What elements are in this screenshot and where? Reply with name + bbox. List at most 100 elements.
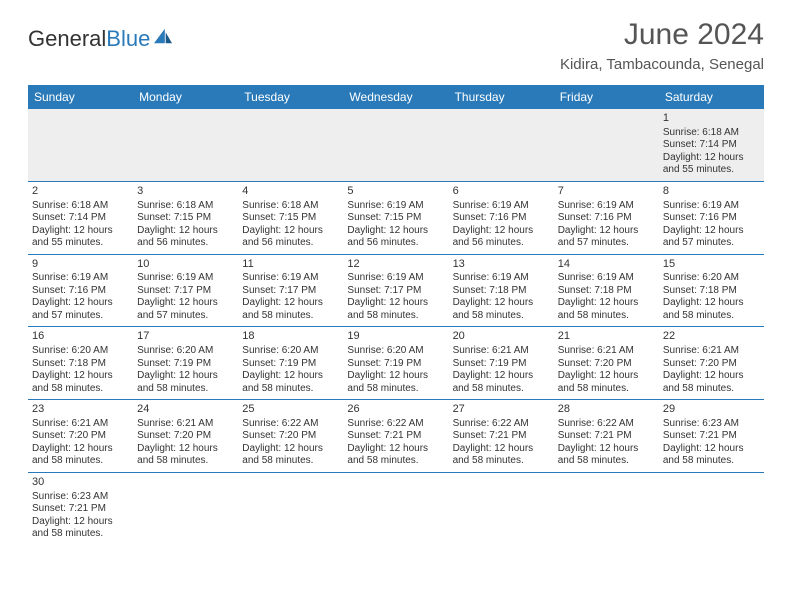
day-number: 19 <box>347 330 444 344</box>
sunset-line: Sunset: 7:15 PM <box>242 212 339 225</box>
sunset-line: Sunset: 7:16 PM <box>558 212 655 225</box>
day-number: 20 <box>453 330 550 344</box>
sunset-line: Sunset: 7:17 PM <box>137 285 234 298</box>
calendar-day-cell: 22Sunrise: 6:21 AMSunset: 7:20 PMDayligh… <box>659 327 764 400</box>
logo-sail-icon <box>152 27 174 45</box>
sunrise-line: Sunrise: 6:19 AM <box>663 200 760 213</box>
calendar-day-cell: 27Sunrise: 6:22 AMSunset: 7:21 PMDayligh… <box>449 400 554 473</box>
day-number: 8 <box>663 185 760 199</box>
sunset-line: Sunset: 7:15 PM <box>347 212 444 225</box>
calendar-week-row: 23Sunrise: 6:21 AMSunset: 7:20 PMDayligh… <box>28 400 764 473</box>
day-number: 7 <box>558 185 655 199</box>
day-header: Thursday <box>449 85 554 109</box>
daylight-line: Daylight: 12 hours and 58 minutes. <box>242 443 339 468</box>
calendar-day-cell: 3Sunrise: 6:18 AMSunset: 7:15 PMDaylight… <box>133 181 238 254</box>
sunset-line: Sunset: 7:14 PM <box>663 139 760 152</box>
calendar-day-cell: 16Sunrise: 6:20 AMSunset: 7:18 PMDayligh… <box>28 327 133 400</box>
sunrise-line: Sunrise: 6:20 AM <box>137 345 234 358</box>
calendar-empty-cell <box>28 109 133 181</box>
logo: GeneralBlue <box>28 18 174 52</box>
calendar-empty-cell <box>133 472 238 544</box>
sunset-line: Sunset: 7:21 PM <box>558 430 655 443</box>
sunset-line: Sunset: 7:20 PM <box>242 430 339 443</box>
day-number: 14 <box>558 258 655 272</box>
day-number: 11 <box>242 258 339 272</box>
daylight-line: Daylight: 12 hours and 58 minutes. <box>347 443 444 468</box>
day-number: 18 <box>242 330 339 344</box>
sunset-line: Sunset: 7:19 PM <box>347 358 444 371</box>
sunrise-line: Sunrise: 6:23 AM <box>663 418 760 431</box>
sunset-line: Sunset: 7:20 PM <box>663 358 760 371</box>
daylight-line: Daylight: 12 hours and 55 minutes. <box>32 225 129 250</box>
sunset-line: Sunset: 7:18 PM <box>453 285 550 298</box>
sunset-line: Sunset: 7:21 PM <box>347 430 444 443</box>
daylight-line: Daylight: 12 hours and 58 minutes. <box>32 443 129 468</box>
calendar-day-cell: 25Sunrise: 6:22 AMSunset: 7:20 PMDayligh… <box>238 400 343 473</box>
daylight-line: Daylight: 12 hours and 56 minutes. <box>137 225 234 250</box>
calendar-day-cell: 28Sunrise: 6:22 AMSunset: 7:21 PMDayligh… <box>554 400 659 473</box>
sunrise-line: Sunrise: 6:19 AM <box>242 272 339 285</box>
daylight-line: Daylight: 12 hours and 58 minutes. <box>137 370 234 395</box>
sunrise-line: Sunrise: 6:19 AM <box>558 272 655 285</box>
sunset-line: Sunset: 7:14 PM <box>32 212 129 225</box>
day-number: 12 <box>347 258 444 272</box>
sunrise-line: Sunrise: 6:21 AM <box>558 345 655 358</box>
logo-word-1: General <box>28 26 106 51</box>
daylight-line: Daylight: 12 hours and 58 minutes. <box>558 370 655 395</box>
day-number: 2 <box>32 185 129 199</box>
day-number: 28 <box>558 403 655 417</box>
calendar-header-row: SundayMondayTuesdayWednesdayThursdayFrid… <box>28 85 764 109</box>
day-number: 3 <box>137 185 234 199</box>
sunrise-line: Sunrise: 6:19 AM <box>558 200 655 213</box>
daylight-line: Daylight: 12 hours and 58 minutes. <box>663 370 760 395</box>
day-number: 4 <box>242 185 339 199</box>
calendar-day-cell: 9Sunrise: 6:19 AMSunset: 7:16 PMDaylight… <box>28 254 133 327</box>
sunset-line: Sunset: 7:18 PM <box>663 285 760 298</box>
sunrise-line: Sunrise: 6:20 AM <box>347 345 444 358</box>
calendar-week-row: 16Sunrise: 6:20 AMSunset: 7:18 PMDayligh… <box>28 327 764 400</box>
daylight-line: Daylight: 12 hours and 58 minutes. <box>453 370 550 395</box>
logo-word-2: Blue <box>106 26 150 51</box>
daylight-line: Daylight: 12 hours and 58 minutes. <box>453 297 550 322</box>
sunset-line: Sunset: 7:19 PM <box>453 358 550 371</box>
day-number: 15 <box>663 258 760 272</box>
sunset-line: Sunset: 7:16 PM <box>32 285 129 298</box>
daylight-line: Daylight: 12 hours and 58 minutes. <box>347 297 444 322</box>
day-number: 25 <box>242 403 339 417</box>
sunset-line: Sunset: 7:17 PM <box>347 285 444 298</box>
calendar-day-cell: 19Sunrise: 6:20 AMSunset: 7:19 PMDayligh… <box>343 327 448 400</box>
sunrise-line: Sunrise: 6:18 AM <box>242 200 339 213</box>
sunrise-line: Sunrise: 6:21 AM <box>137 418 234 431</box>
sunrise-line: Sunrise: 6:18 AM <box>32 200 129 213</box>
calendar-day-cell: 1Sunrise: 6:18 AMSunset: 7:14 PMDaylight… <box>659 109 764 181</box>
day-number: 27 <box>453 403 550 417</box>
sunrise-line: Sunrise: 6:20 AM <box>663 272 760 285</box>
location: Kidira, Tambacounda, Senegal <box>560 56 764 73</box>
calendar-day-cell: 12Sunrise: 6:19 AMSunset: 7:17 PMDayligh… <box>343 254 448 327</box>
sunrise-line: Sunrise: 6:19 AM <box>453 272 550 285</box>
day-number: 24 <box>137 403 234 417</box>
calendar-empty-cell <box>554 109 659 181</box>
sunrise-line: Sunrise: 6:23 AM <box>32 491 129 504</box>
calendar-day-cell: 15Sunrise: 6:20 AMSunset: 7:18 PMDayligh… <box>659 254 764 327</box>
day-header: Tuesday <box>238 85 343 109</box>
calendar-day-cell: 5Sunrise: 6:19 AMSunset: 7:15 PMDaylight… <box>343 181 448 254</box>
calendar-empty-cell <box>133 109 238 181</box>
calendar-week-row: 30Sunrise: 6:23 AMSunset: 7:21 PMDayligh… <box>28 472 764 544</box>
sunset-line: Sunset: 7:16 PM <box>663 212 760 225</box>
day-number: 5 <box>347 185 444 199</box>
calendar-empty-cell <box>343 109 448 181</box>
day-number: 10 <box>137 258 234 272</box>
day-number: 22 <box>663 330 760 344</box>
calendar-day-cell: 2Sunrise: 6:18 AMSunset: 7:14 PMDaylight… <box>28 181 133 254</box>
sunset-line: Sunset: 7:20 PM <box>137 430 234 443</box>
calendar-empty-cell <box>343 472 448 544</box>
calendar-day-cell: 26Sunrise: 6:22 AMSunset: 7:21 PMDayligh… <box>343 400 448 473</box>
sunrise-line: Sunrise: 6:22 AM <box>558 418 655 431</box>
calendar-body: 1Sunrise: 6:18 AMSunset: 7:14 PMDaylight… <box>28 109 764 545</box>
daylight-line: Daylight: 12 hours and 55 minutes. <box>663 152 760 177</box>
sunset-line: Sunset: 7:21 PM <box>32 503 129 516</box>
day-number: 29 <box>663 403 760 417</box>
calendar-day-cell: 10Sunrise: 6:19 AMSunset: 7:17 PMDayligh… <box>133 254 238 327</box>
day-number: 16 <box>32 330 129 344</box>
